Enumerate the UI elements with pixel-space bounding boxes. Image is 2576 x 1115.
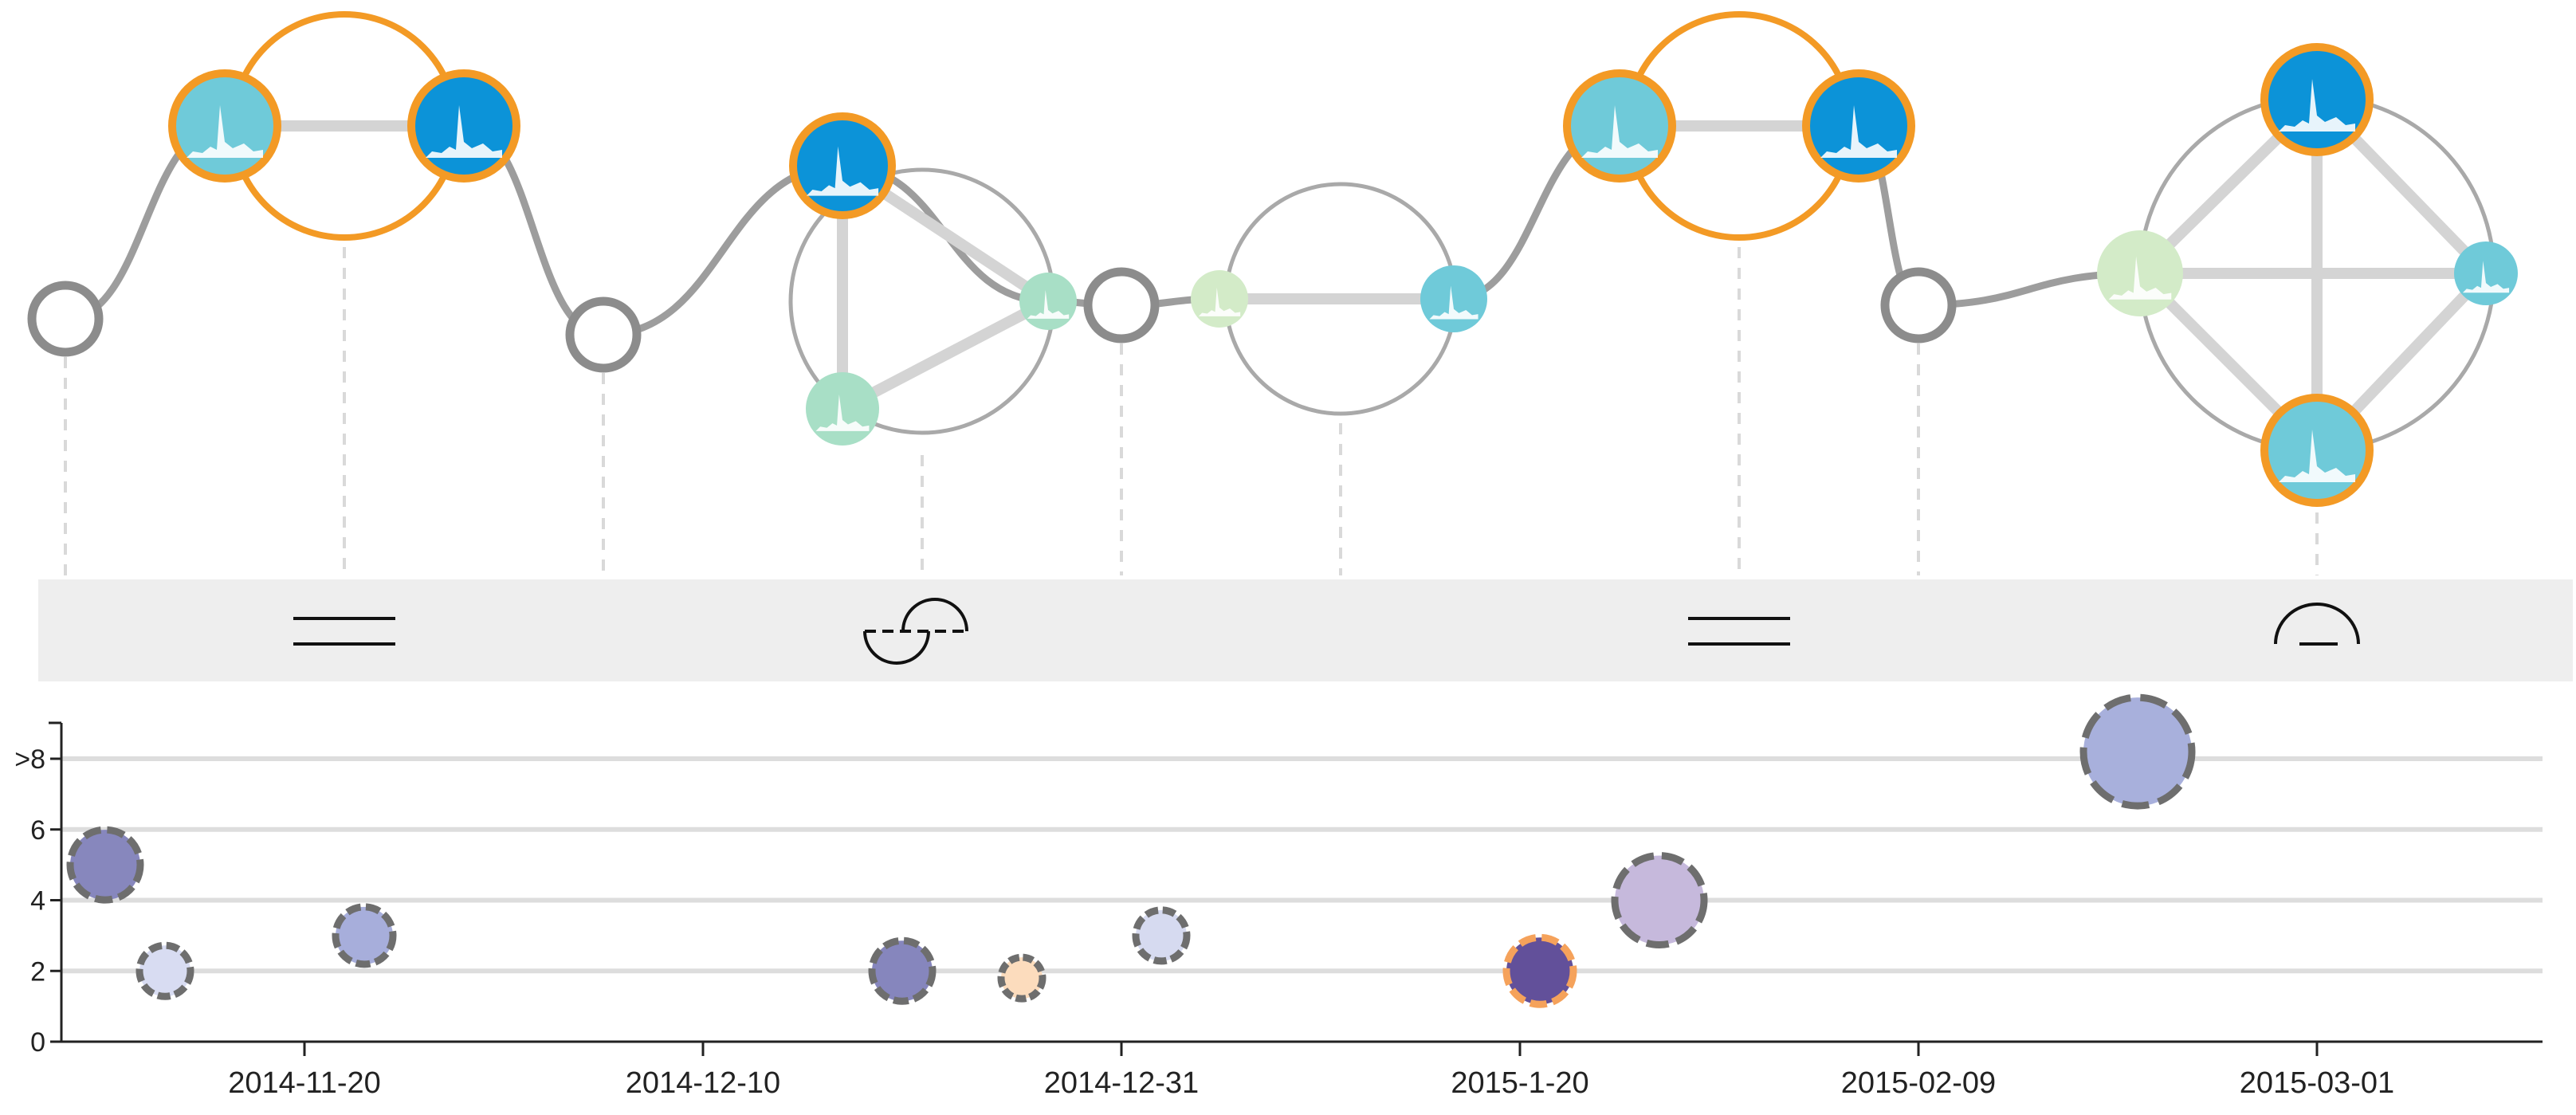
spike-icon [806,146,879,196]
member-node [1563,69,1676,183]
bubble-point [1611,852,1708,948]
x-tick-label: 2015-1-20 [1451,1066,1588,1100]
member-node [407,69,520,183]
axes: 0 2 4 6 >8 2014-11-20 2014-12-10 2014-12-31 2015… [14,721,2543,1100]
member-node [2454,241,2518,305]
spike-icon [2108,256,2172,300]
member-node [2260,394,2374,507]
node-group [168,11,520,241]
glyph-arc [901,598,968,632]
semicircle-over-line-icon [2274,603,2360,646]
glyph-arc [863,630,930,665]
timeline-drop-lines [64,247,2319,575]
member-node [789,112,896,219]
split-semicircles-icon [863,598,968,665]
node-group [788,112,1077,446]
x-tick-label: 2014-12-31 [1044,1066,1199,1100]
glyph-arc [2274,603,2360,645]
member-node [1802,69,1915,183]
y-tick-label: 6 [30,815,45,846]
node-group [1563,11,1915,241]
empty-node [565,296,642,373]
bubble-point [135,941,194,1000]
y-tick-label: 2 [30,956,45,987]
member-node [1420,265,1487,332]
member-node [2097,230,2183,316]
y-tick-label: 4 [30,886,45,917]
bubble-point [1502,933,1577,1008]
member-node [1191,270,1248,328]
bubble-point [2079,693,2196,810]
bubble-point [997,953,1046,1003]
parallel-lines-icon [1688,617,1790,646]
member-node [168,69,281,183]
y-tick-label: >8 [14,744,45,775]
member-node [1019,273,1077,330]
timeline-groups [27,11,2518,507]
spike-icon [1581,105,1658,158]
spike-icon [426,105,502,158]
spike-icon [1027,289,1070,319]
y-tick-label: 0 [30,1027,45,1058]
spike-icon [187,105,263,158]
bubble-series [66,693,2196,1008]
x-tick-label: 2014-12-10 [626,1066,780,1100]
member-node [806,372,879,446]
x-tick-label: 2015-03-01 [2240,1066,2394,1100]
spike-icon [2279,430,2355,482]
empty-node [27,281,104,357]
member-node [2260,43,2374,156]
bubble-point [332,903,397,968]
spike-icon [815,394,870,431]
x-tick-label: 2015-02-09 [1841,1066,1996,1100]
bubble-point [1132,906,1191,965]
spike-icon [2279,79,2355,132]
spike-icon [1429,285,1478,320]
parallel-lines-icon [293,617,395,646]
node-group [2097,43,2518,507]
empty-node [1880,267,1957,344]
pattern-band [38,579,2573,681]
x-tick-label: 2014-11-20 [228,1066,381,1100]
empty-node [1083,267,1160,344]
bubble-point [868,936,937,1005]
bubble-point [66,826,144,904]
spike-icon [2462,261,2510,293]
member-link [839,296,1051,414]
node-group [1191,182,1487,416]
spike-icon [1820,105,1897,158]
spike-icon [1198,287,1241,316]
pattern-glyphs [293,598,2360,665]
